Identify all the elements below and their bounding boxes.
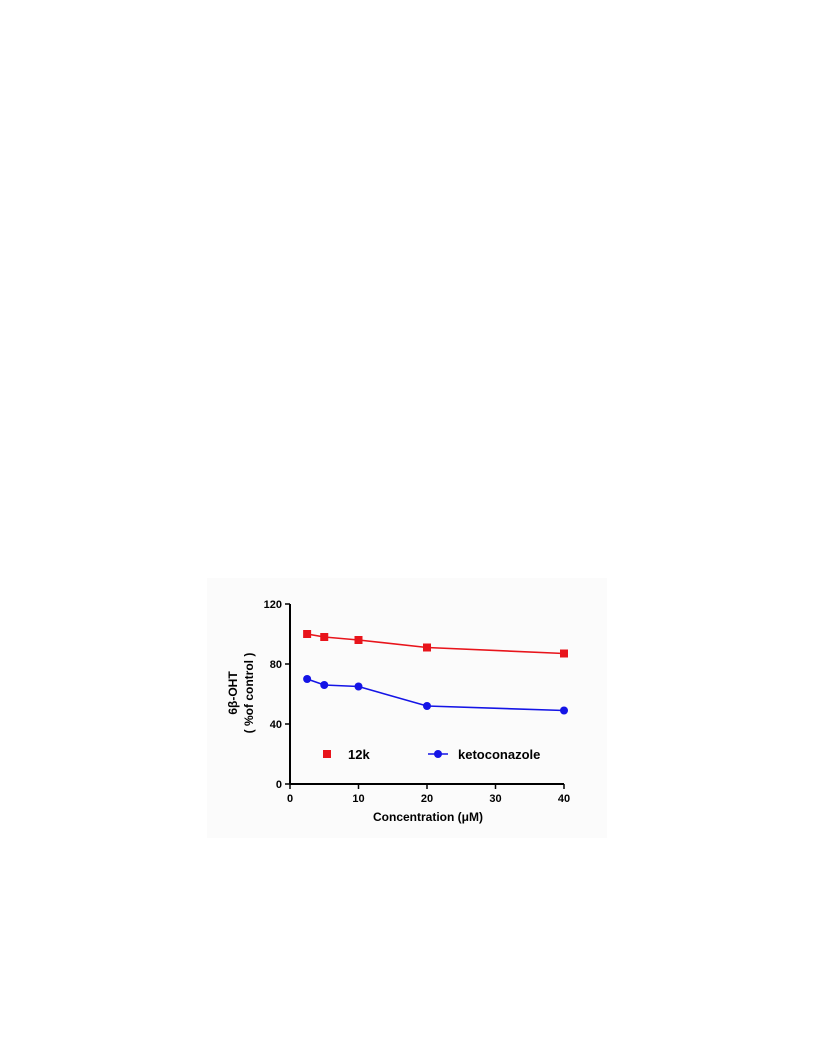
y-axis-title-line-1: 6β-OHT xyxy=(226,671,240,715)
x-tick-label: 10 xyxy=(352,793,364,805)
x-axis-title: Concentration (μM) xyxy=(373,810,483,824)
x-tick-label: 20 xyxy=(421,793,433,805)
figure-panel: 0 10 20 30 40 0 40 80 120 12k ketoconazole Concen… xyxy=(207,578,607,838)
data-point xyxy=(354,636,363,644)
data-point xyxy=(303,630,312,638)
data-point xyxy=(354,682,363,691)
legend: 12k ketoconazole xyxy=(323,747,540,762)
data-point xyxy=(560,649,568,658)
y-tick-label: 0 xyxy=(276,779,282,791)
axis-ticks: 0 10 20 30 40 0 40 80 120 xyxy=(264,599,570,805)
x-tick-label: 30 xyxy=(489,793,501,805)
legend-marker-ketoconazole xyxy=(434,750,442,758)
line-chart: 0 10 20 30 40 0 40 80 120 12k ketoconazole Concen… xyxy=(226,599,570,824)
series-layer xyxy=(303,630,568,715)
data-point xyxy=(423,643,431,652)
series-line xyxy=(306,633,565,655)
x-tick-label: 40 xyxy=(558,793,570,805)
series-ketoconazole xyxy=(303,675,568,715)
data-point xyxy=(303,675,312,683)
legend-marker-12k xyxy=(323,750,331,758)
legend-label-12k: 12k xyxy=(348,747,370,762)
series-line xyxy=(306,678,565,712)
y-axis-title-line-2: ( %of control ) xyxy=(242,653,256,734)
legend-label-ketoconazole: ketoconazole xyxy=(458,747,540,762)
data-point xyxy=(423,702,431,710)
y-tick-label: 120 xyxy=(264,599,282,611)
data-point xyxy=(560,706,568,715)
data-point xyxy=(320,681,329,689)
data-point xyxy=(320,633,329,641)
series-12k xyxy=(303,630,568,658)
y-tick-label: 40 xyxy=(270,719,282,731)
x-tick-label: 0 xyxy=(287,793,293,805)
y-tick-label: 80 xyxy=(270,659,282,671)
